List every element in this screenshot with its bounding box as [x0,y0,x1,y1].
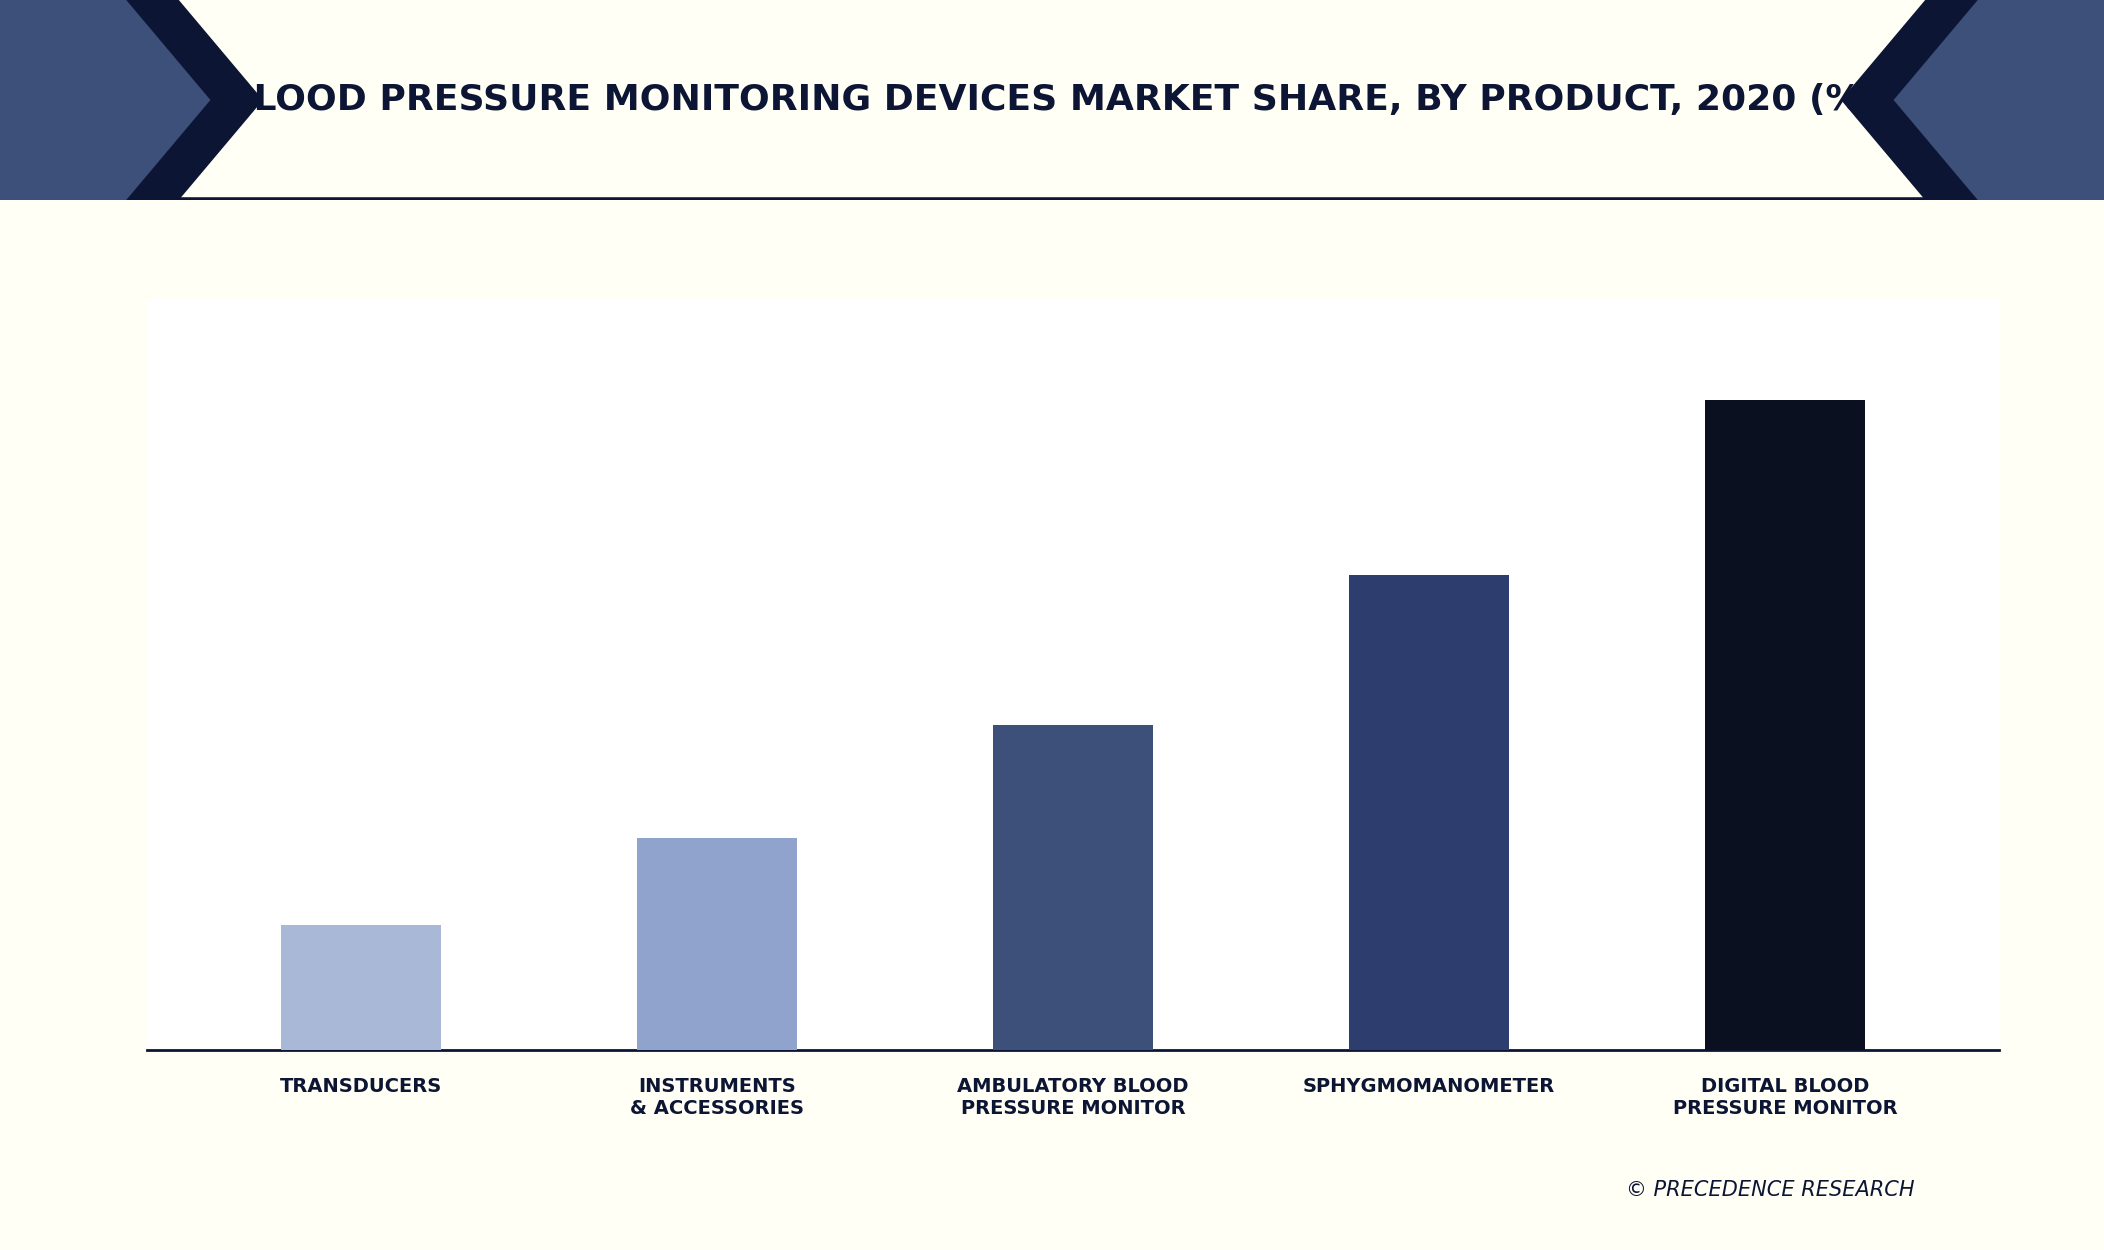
Text: BLOOD PRESSURE MONITORING DEVICES MARKET SHARE, BY PRODUCT, 2020 (%): BLOOD PRESSURE MONITORING DEVICES MARKET… [225,82,1879,118]
Bar [1704,400,1866,1050]
Polygon shape [0,0,210,200]
Bar [993,725,1153,1050]
Bar [280,925,442,1050]
Text: © PRECEDENCE RESEARCH: © PRECEDENCE RESEARCH [1626,1180,1915,1200]
Polygon shape [1841,0,2104,200]
Polygon shape [1894,0,2104,200]
Bar [638,838,797,1050]
Polygon shape [0,0,263,200]
Bar [1349,575,1509,1050]
